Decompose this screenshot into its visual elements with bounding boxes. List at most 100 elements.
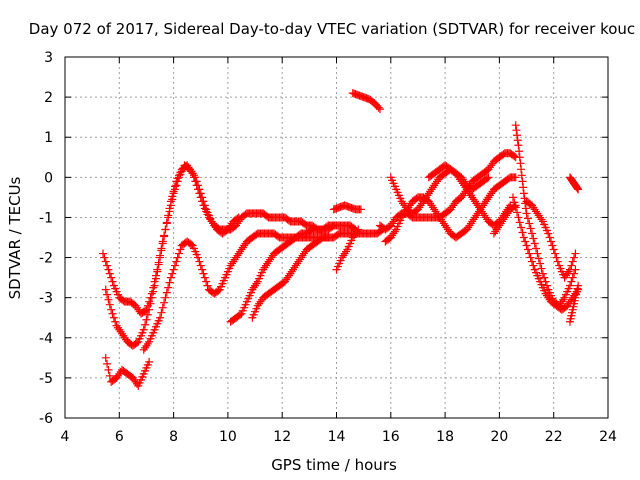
data-point: [458, 191, 467, 200]
data-point: [519, 189, 528, 198]
data-point: [172, 257, 181, 266]
data-point: [191, 177, 200, 186]
data-point: [529, 261, 538, 270]
data-point: [480, 211, 489, 220]
data-point: [430, 181, 439, 190]
data-point: [342, 247, 351, 256]
data-point: [105, 300, 114, 309]
series-track-a: [99, 161, 243, 318]
data-point: [267, 253, 276, 262]
data-point: [418, 199, 427, 208]
data-point: [515, 153, 524, 162]
data-point: [462, 225, 471, 234]
data-point: [348, 233, 357, 242]
data-point: [542, 291, 551, 300]
data-point: [517, 223, 526, 232]
data-point: [481, 213, 490, 222]
data-point: [432, 177, 441, 186]
data-point: [538, 269, 547, 278]
y-tick-label: -2: [39, 251, 53, 267]
data-point: [551, 249, 560, 258]
data-point: [236, 247, 245, 256]
data-point: [532, 244, 541, 253]
data-point: [161, 225, 170, 234]
data-point: [434, 211, 443, 220]
data-point: [470, 197, 479, 206]
x-tick-labels: 4 6 8 10 12 14 16 18 20 22 24: [61, 429, 617, 445]
x-tick-label: 14: [328, 429, 346, 445]
y-tick-label: -1: [39, 210, 53, 226]
data-point: [513, 136, 522, 145]
data-point: [160, 232, 169, 241]
data-point: [286, 269, 295, 278]
data-point: [157, 308, 166, 317]
data-point: [169, 265, 178, 274]
data-point: [232, 253, 241, 262]
data-point: [111, 317, 120, 326]
y-tick-label: -4: [39, 331, 53, 347]
data-point: [251, 281, 260, 290]
data-point: [101, 257, 110, 266]
data-point: [234, 249, 243, 258]
data-point: [472, 211, 481, 220]
series-track-s: [565, 281, 583, 326]
data-point: [499, 215, 508, 224]
data-point: [157, 246, 166, 255]
data-point: [427, 201, 436, 210]
data-point: [284, 271, 293, 280]
data-point: [156, 253, 165, 262]
x-tick-label: 12: [273, 429, 291, 445]
data-point: [526, 253, 535, 262]
data-point: [164, 211, 173, 220]
y-tick-label: 1: [44, 130, 53, 146]
data-point: [441, 221, 450, 230]
data-point: [260, 263, 269, 272]
data-point: [214, 286, 223, 295]
data-point: [143, 310, 152, 319]
data-point: [107, 273, 116, 282]
data-point: [544, 293, 553, 302]
series-track-g: [332, 225, 363, 274]
data-point: [173, 253, 182, 262]
data-point: [196, 193, 205, 202]
data-point: [130, 375, 139, 384]
data-point: [563, 301, 572, 310]
data-point: [420, 195, 429, 204]
data-point: [399, 211, 408, 220]
data-point: [203, 281, 212, 290]
data-point: [397, 197, 406, 206]
series-track-r: [565, 173, 583, 194]
chart-title: Day 072 of 2017, Sidereal Day-to-day VTE…: [29, 20, 635, 38]
data-point: [427, 185, 436, 194]
data-point: [386, 221, 395, 230]
x-tick-label: 4: [61, 429, 70, 445]
data-point: [533, 249, 542, 258]
data-point: [560, 273, 569, 282]
data-point: [356, 205, 365, 214]
data-point: [240, 241, 249, 250]
data-point: [164, 283, 173, 292]
data-point: [183, 161, 192, 170]
data-point: [534, 254, 543, 263]
data-point: [113, 323, 122, 332]
data-point: [536, 259, 545, 268]
data-point: [438, 217, 447, 226]
data-point: [252, 279, 261, 288]
data-point: [540, 273, 549, 282]
data-point: [432, 209, 441, 218]
data-point: [570, 253, 579, 262]
series-track-h: [329, 201, 365, 214]
series-track-f: [248, 233, 333, 322]
data-point: [537, 264, 546, 273]
data-point: [116, 327, 125, 336]
data-point: [170, 261, 179, 270]
data-point: [253, 301, 262, 310]
data-point: [151, 274, 160, 283]
data-point: [565, 297, 574, 306]
data-point: [233, 251, 242, 260]
data-point: [165, 204, 174, 213]
data-point: [142, 341, 151, 350]
data-point: [103, 290, 112, 299]
data-point: [424, 189, 433, 198]
